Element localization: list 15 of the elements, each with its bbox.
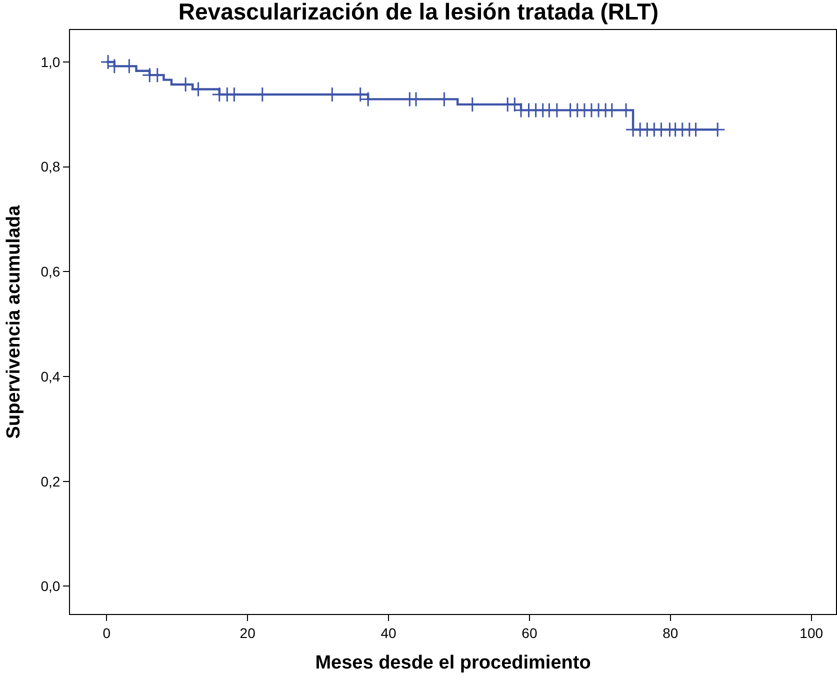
y-tick-label: 0,2 [40,473,60,490]
y-tick-label: 0,8 [40,158,60,175]
chart-title: Revascularización de la lesión tratada (RLT) [178,0,659,25]
x-tick-label: 40 [380,624,397,641]
y-tick-label: 0,4 [40,368,60,384]
y-tick-label: 1,0 [40,54,60,70]
x-tick-label: 100 [800,624,824,641]
x-tick-label: 60 [522,624,538,641]
x-axis-title: Meses desde el procedimiento [315,652,591,674]
x-tick-label: 0 [102,624,111,641]
x-tick-label: 20 [240,624,256,641]
y-tick-label: 0,6 [40,264,60,280]
x-tick-label: 80 [662,624,678,641]
y-tick-label: 0,0 [40,578,60,594]
y-axis-title: Supervivencia acumulada [4,204,25,439]
